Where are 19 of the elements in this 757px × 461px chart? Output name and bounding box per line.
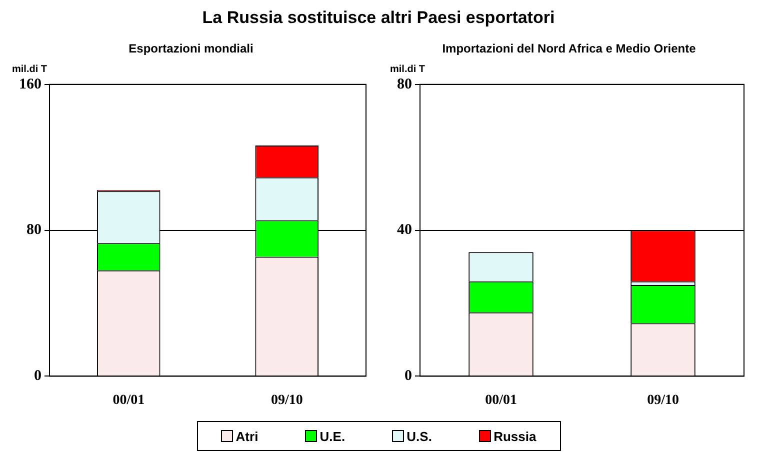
y-tick-label: 40 <box>397 222 412 238</box>
y-tick-label: 80 <box>26 222 42 238</box>
y-tick-label: 160 <box>19 76 42 92</box>
y-tick-label: 80 <box>397 76 412 92</box>
chart-title: La Russia sostituisce altri Paesi esportatori <box>201 8 556 29</box>
x-tick-label: 09/10 <box>647 393 679 408</box>
legend-label: U.S. <box>406 428 432 444</box>
y-axis-title: mil.di T <box>390 64 425 76</box>
x-tick-label: 09/10 <box>270 393 303 408</box>
x-tick-label: 00/01 <box>112 393 145 408</box>
y-tick-label: 0 <box>34 368 42 384</box>
legend-label: U.E. <box>320 428 346 444</box>
legend-label: Atri <box>236 428 258 444</box>
y-axis-title: mil.di T <box>12 64 47 76</box>
chart-subtitle: Esportazioni mondiali <box>128 42 254 56</box>
legend-label: Russia <box>494 428 536 444</box>
chart-subtitle: Importazioni del Nord Africa e Medio Oriente <box>442 42 696 56</box>
x-tick-label: 00/01 <box>485 393 517 408</box>
y-tick-label: 0 <box>404 368 412 384</box>
